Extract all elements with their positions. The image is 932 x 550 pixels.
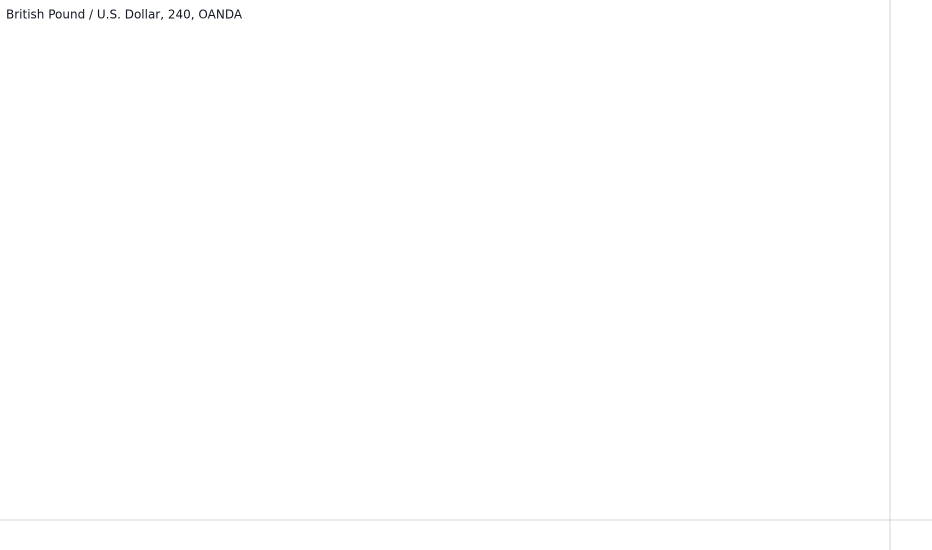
chart-title: British Pound / U.S. Dollar, 240, OANDA: [6, 8, 243, 22]
